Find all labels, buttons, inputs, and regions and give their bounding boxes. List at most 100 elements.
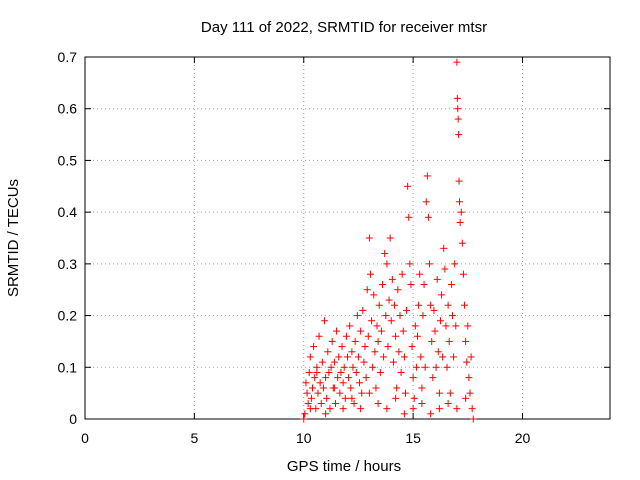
data-point [368,317,376,325]
data-point [338,343,346,351]
data-point [381,250,389,258]
data-point [323,394,331,402]
data-point [423,172,431,180]
data-point [444,301,452,309]
data-point [439,353,447,361]
data-point [382,312,390,320]
data-point [391,301,399,309]
x-axis-label: GPS time / hours [287,458,401,475]
data-point [376,368,384,376]
data-point [451,260,459,268]
chart-title: Day 111 of 2022, SRMTID for receiver mts… [201,19,487,36]
x-tick-label: 5 [190,430,198,446]
data-point [412,363,420,371]
data-point [345,374,353,382]
data-point [360,358,368,366]
data-point [440,244,448,252]
y-tick-label: 0.1 [58,359,78,375]
data-point [395,348,403,356]
data-point [383,405,391,413]
data-point [369,363,377,371]
data-point [314,389,322,397]
data-point [441,265,449,273]
data-point [306,405,314,413]
data-point [335,353,343,361]
data-point [434,348,442,356]
data-point [387,317,395,325]
data-point [426,260,434,268]
data-point [353,312,361,320]
data-point [411,322,419,330]
data-point [316,379,324,387]
data-point [432,363,440,371]
data-point [443,363,451,371]
data-point [315,332,323,340]
data-point [327,363,335,371]
data-point [467,353,475,361]
y-axis-label: SRMTID / TECUs [5,179,22,297]
data-point [350,399,358,407]
data-point [420,281,428,289]
data-point [462,337,470,345]
data-point [341,394,349,402]
data-point [435,389,443,397]
data-point [462,394,470,402]
data-point [404,182,412,190]
data-point [418,384,426,392]
data-point [442,322,450,330]
y-tick-label: 0 [69,411,77,427]
data-point [414,332,421,340]
x-tick-label: 0 [81,430,89,446]
data-point [340,363,348,371]
y-tick-label: 0.3 [58,256,78,272]
data-point [409,374,417,382]
data-point [363,286,371,294]
data-point [455,177,463,185]
data-point [373,322,381,330]
data-point [372,384,380,392]
data-point [397,368,405,376]
data-point [468,405,476,413]
data-point [349,363,357,371]
data-point [431,327,439,335]
data-point [326,405,334,413]
data-point [419,312,427,320]
data-point [428,337,436,345]
data-point [366,270,374,278]
data-point [337,368,345,376]
tick-layer: 0 5 10 15 20 0 0.1 0.2 0.3 0.4 0.5 0.6 0.7 [58,49,610,446]
data-point [453,58,461,66]
data-point [456,198,463,206]
data-point [388,275,396,283]
data-point [464,322,472,330]
data-point [307,394,315,402]
data-point [430,306,438,314]
data-point [417,353,425,361]
data-point [408,343,416,351]
x-tick-label: 20 [515,430,531,446]
data-point [407,281,415,289]
data-point [410,394,418,402]
data-point [375,301,383,309]
data-point [352,368,360,376]
data-point [322,374,330,382]
data-point [465,374,473,382]
data-point [304,399,312,407]
data-point [318,358,326,366]
data-point [415,301,423,309]
data-point [452,322,460,330]
data-point [313,368,321,376]
data-point [455,131,463,139]
data-point [444,399,452,407]
data-point [427,410,435,418]
data-point [365,234,373,242]
data-point [453,94,461,102]
data-point [334,374,342,382]
data-point [310,343,318,351]
data-point [346,322,354,330]
data-point [374,399,382,407]
y-tick-label: 0.4 [58,204,78,220]
data-point [429,374,437,382]
data-point [400,353,408,361]
data-point [461,301,469,309]
